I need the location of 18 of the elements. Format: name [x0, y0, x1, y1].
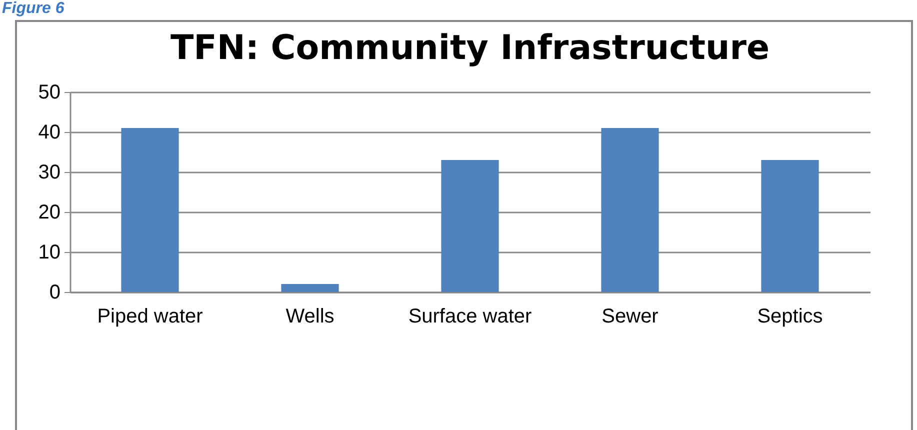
x-tick-label: Surface water	[408, 306, 532, 328]
x-tick-label: Wells	[286, 306, 334, 328]
y-tick-label: 30	[38, 162, 60, 184]
x-tick-label: Piped water	[97, 306, 204, 328]
y-tick-label: 0	[49, 282, 60, 304]
x-tick-label: Sewer	[602, 306, 659, 328]
bar	[281, 284, 339, 292]
bar	[441, 160, 499, 292]
y-tick-label: 10	[38, 242, 60, 264]
y-tick-label: 50	[38, 82, 60, 104]
y-tick-label: 20	[38, 202, 60, 224]
bar	[601, 128, 659, 292]
caption: Figure 6	[2, 0, 64, 18]
bar	[121, 128, 179, 292]
x-tick-label: Septics	[757, 306, 823, 328]
bar	[761, 160, 819, 292]
chart-title: TFN: Community Infrastructure	[170, 28, 770, 68]
y-tick-label: 40	[38, 122, 60, 144]
